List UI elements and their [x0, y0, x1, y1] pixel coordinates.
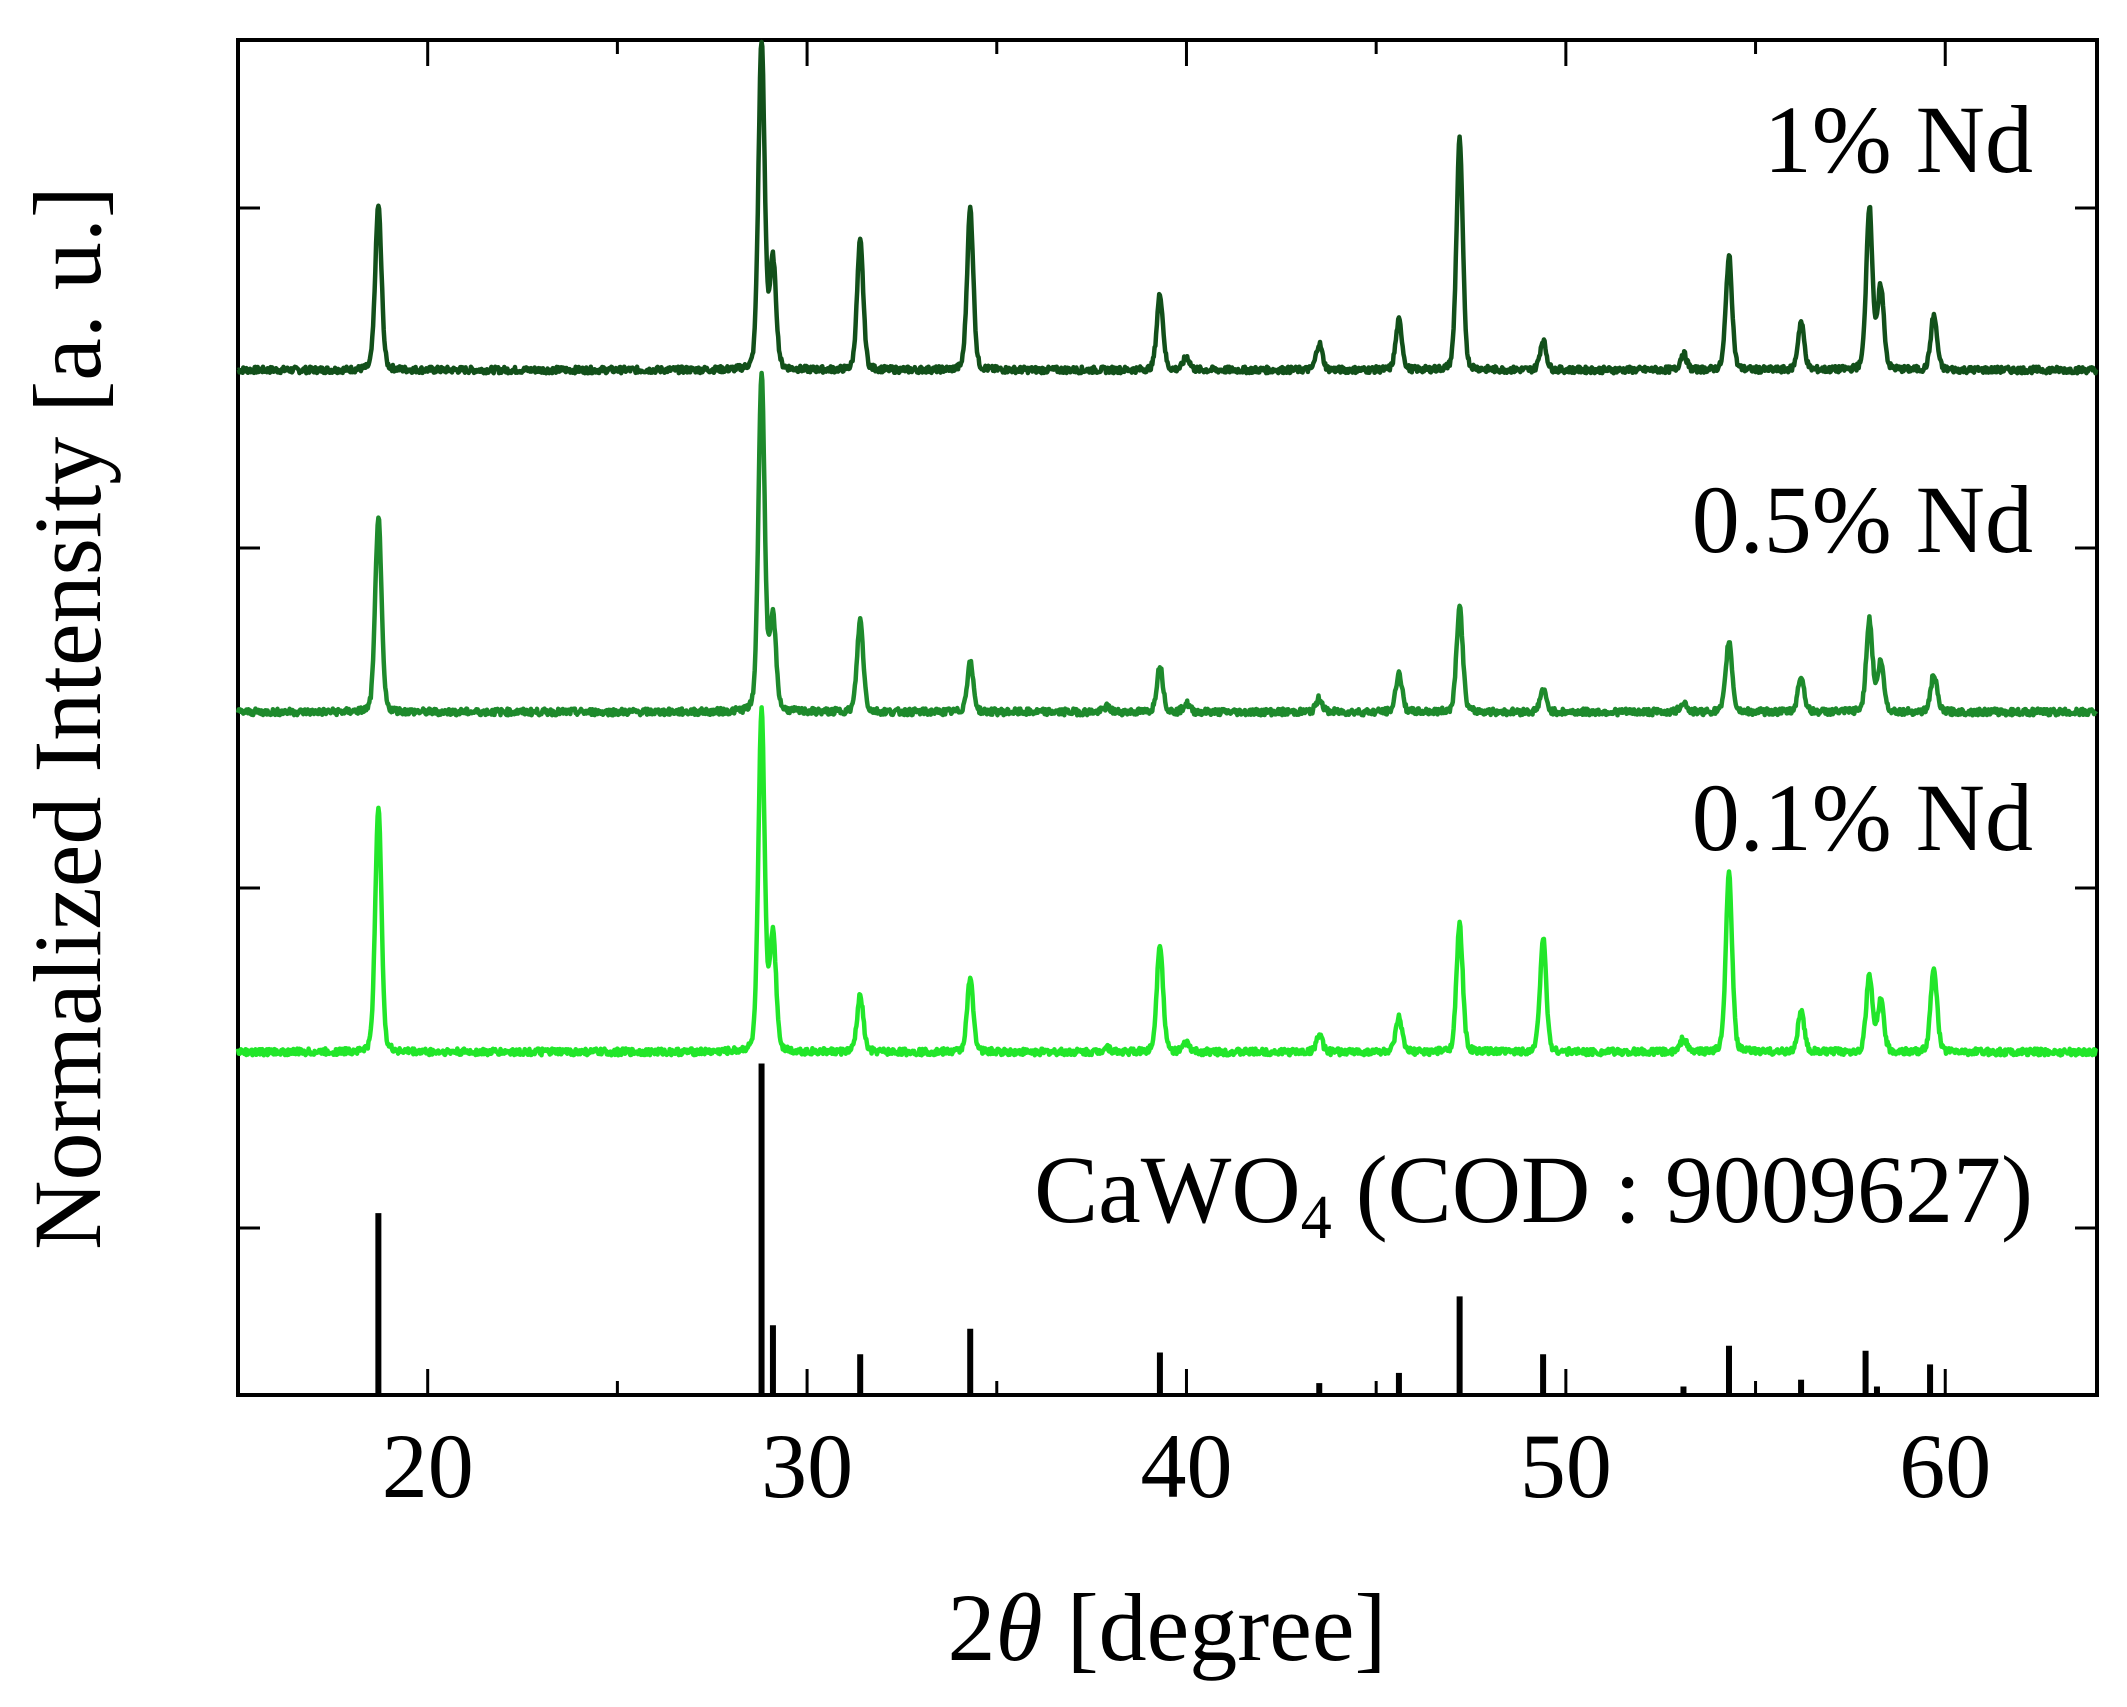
x-tick-label: 60 [1899, 1415, 1991, 1517]
x-axis-label-theta: θ [996, 1574, 1043, 1681]
y-axis-label: Normalized Intensity [a. u.] [14, 186, 121, 1250]
reference-sticks [375, 1063, 1934, 1395]
reference-label-main: CaWO [1034, 1136, 1301, 1243]
x-tick-label: 30 [761, 1415, 853, 1517]
x-axis-label-prefix: 2 [948, 1574, 996, 1681]
x-axis-label-suffix: [degree] [1043, 1574, 1387, 1681]
reference-label-sub: 4 [1301, 1184, 1332, 1252]
reference-label-rest: (COD : 9009627) [1332, 1136, 2033, 1243]
series-0-1pct-nd-line [235, 705, 2099, 1058]
series-1pct-nd-label: 1% Nd [1764, 86, 2033, 193]
plot-frame [236, 38, 2099, 1397]
series-1pct-nd-line [236, 39, 2099, 376]
axis-ticks [236, 40, 2097, 1395]
labels: 20 30 40 50 60 1% Nd 0.5% Nd 0.1% Nd [382, 86, 2033, 1517]
x-tick-label: 50 [1520, 1415, 1612, 1517]
reference-label: CaWO4 (COD : 9009627) [1034, 1136, 2033, 1252]
x-tick-label: 20 [382, 1415, 474, 1517]
series-0-1pct-nd-label: 0.1% Nd [1692, 764, 2033, 871]
series-0-5pct-nd-label: 0.5% Nd [1692, 466, 2033, 573]
x-tick-label: 40 [1140, 1415, 1232, 1517]
x-axis-label: 2θ [degree] [948, 1574, 1387, 1681]
series-0-5pct-nd-line [235, 370, 2098, 718]
plot-area [235, 38, 2099, 1397]
series-curves [235, 39, 2099, 1058]
